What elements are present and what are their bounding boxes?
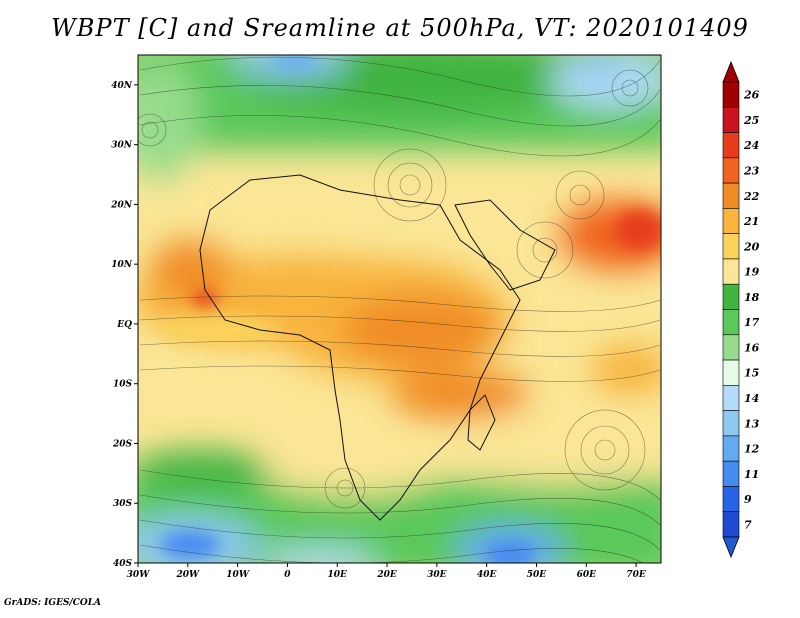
colorbar-label: 18 [744,291,760,304]
x-tick-label: 40E [477,570,497,580]
colorbar-swatch [722,106,740,133]
x-tick-label: 10E [328,570,348,580]
colorbar-label: 13 [744,417,760,430]
x-tick-label: 20E [376,570,397,580]
colorbar-label: 7 [744,518,752,531]
colorbar-bottom-arrow [722,536,740,559]
colorbar-label: 11 [744,468,759,481]
colorbar-swatch [722,309,740,336]
colorbar-label: 25 [743,114,759,127]
x-tick-label: 50E [527,570,547,580]
x-tick-label: 30W [127,570,151,580]
colorbar-label: 22 [743,190,760,203]
x-tick-label: 60E [577,570,597,580]
y-tick-label: EQ [116,320,132,330]
chart-title: WBPT [C] and Sreamline at 500hPa, VT: 20… [51,14,749,42]
x-tick-label: 20W [175,570,200,580]
x-tick-label: 30E [427,570,447,580]
y-tick-label: 10N [111,260,133,270]
colorbar-swatch [722,410,740,437]
y-tick-label: 20N [110,200,133,210]
colorbar-top-arrow [722,60,740,83]
colorbar-swatch [722,81,740,108]
y-tick-label: 30S [113,499,133,509]
colorbar-swatch [722,435,740,462]
colorbar-label: 17 [744,316,760,329]
colorbar-swatch [722,157,740,184]
colorbar-label: 26 [743,89,760,102]
map-frame [137,54,662,564]
colorbar-label: 21 [743,215,759,228]
y-tick-label: 30N [111,141,133,151]
colorbar-swatch [722,334,740,361]
colorbar: 26 25 24 23 22 21 20 19 18 17 16 15 14 13 12 11 9 7 [722,60,760,559]
x-tick-label: 10W [226,570,250,580]
colorbar-swatch [722,283,740,310]
y-axis-ticks: 40N 30N 20N 10N EQ 10S 20S 30S 40S [110,81,138,569]
colorbar-label: 24 [743,139,759,152]
colorbar-swatch [722,132,740,159]
colorbar-swatch [722,385,740,411]
x-tick-label: 70E [626,570,646,580]
x-tick-label: 0 [284,570,291,580]
colorbar-swatch [722,511,740,538]
colorbar-swatch [722,460,740,487]
colorbar-label: 15 [744,367,759,380]
colorbar-swatch [722,486,740,513]
colorbar-swatch [722,233,740,260]
colorbar-swatch [722,258,740,285]
credit-label: GrADS: IGES/COLA [4,598,102,608]
x-axis-ticks: 30W 20W 10W 0 10E 20E 30E 40E 50E 60E 70E [127,563,646,580]
colorbar-label: 9 [744,493,752,506]
y-tick-label: 40S [113,559,133,569]
colorbar-label: 16 [744,341,760,354]
y-tick-label: 20S [112,439,133,449]
colorbar-swatch [722,182,740,209]
colorbar-swatch [722,208,740,234]
colorbar-swatch [722,359,740,386]
wbpt-field [138,55,661,563]
colorbar-label: 19 [744,266,760,279]
colorbar-label: 14 [744,392,759,405]
y-tick-label: 40N [111,81,133,91]
colorbar-label: 12 [744,443,760,456]
colorbar-label: 23 [743,164,760,177]
colorbar-label: 20 [743,240,760,253]
y-tick-label: 10S [113,380,133,390]
